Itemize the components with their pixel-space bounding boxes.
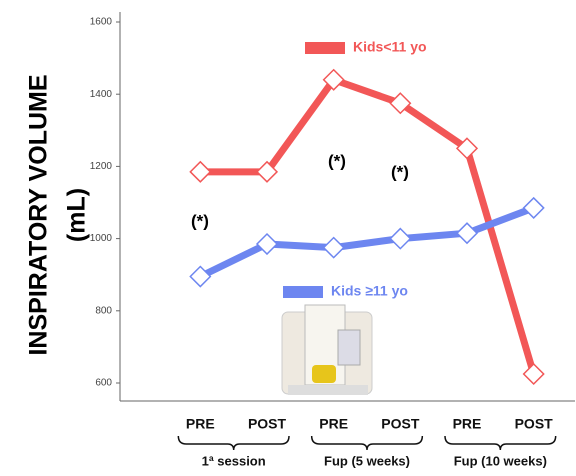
- x-tick-label: PRE: [186, 416, 215, 432]
- x-tick-label: PRE: [453, 416, 482, 432]
- legend-swatch: [305, 42, 345, 54]
- x-tick-label: POST: [248, 416, 287, 432]
- legend-label: Kids ≥11 yo: [331, 283, 408, 299]
- annotation: (*): [191, 211, 209, 230]
- marker: [190, 162, 210, 182]
- marker: [390, 229, 410, 249]
- group-label: Fup (10 weeks): [454, 453, 547, 468]
- y-tick-label: 1600: [90, 17, 113, 28]
- marker: [324, 238, 344, 258]
- marker: [524, 198, 544, 218]
- marker: [457, 223, 477, 243]
- y-tick-label: 1000: [90, 233, 113, 244]
- group-label: 1ª session: [202, 453, 266, 468]
- group-brace: [178, 436, 289, 450]
- y-tick-label: 600: [95, 378, 112, 389]
- y-axis-label: INSPIRATORY VOLUME: [25, 74, 53, 355]
- series-line: [200, 208, 533, 277]
- y-tick-label: 800: [95, 305, 112, 316]
- chart: INSPIRATORY VOLUME (mL) 600 800 1000 1200 14…: [0, 0, 576, 476]
- y-tick-label: 1200: [90, 161, 113, 172]
- legend-label: Kids<11 yo: [353, 39, 427, 55]
- y-axis-unit: (mL): [63, 188, 91, 242]
- x-tick-label: POST: [381, 416, 420, 432]
- group-label: Fup (5 weeks): [324, 453, 410, 468]
- x-tick-label: PRE: [319, 416, 348, 432]
- annotation: (*): [328, 151, 346, 170]
- legend-swatch: [283, 286, 323, 298]
- x-tick-label: POST: [515, 416, 554, 432]
- spirometer-image: [282, 305, 372, 395]
- group-brace: [445, 436, 556, 450]
- y-tick-label: 1400: [90, 89, 113, 100]
- group-brace: [312, 436, 423, 450]
- annotation: (*): [391, 162, 409, 181]
- marker: [524, 364, 544, 384]
